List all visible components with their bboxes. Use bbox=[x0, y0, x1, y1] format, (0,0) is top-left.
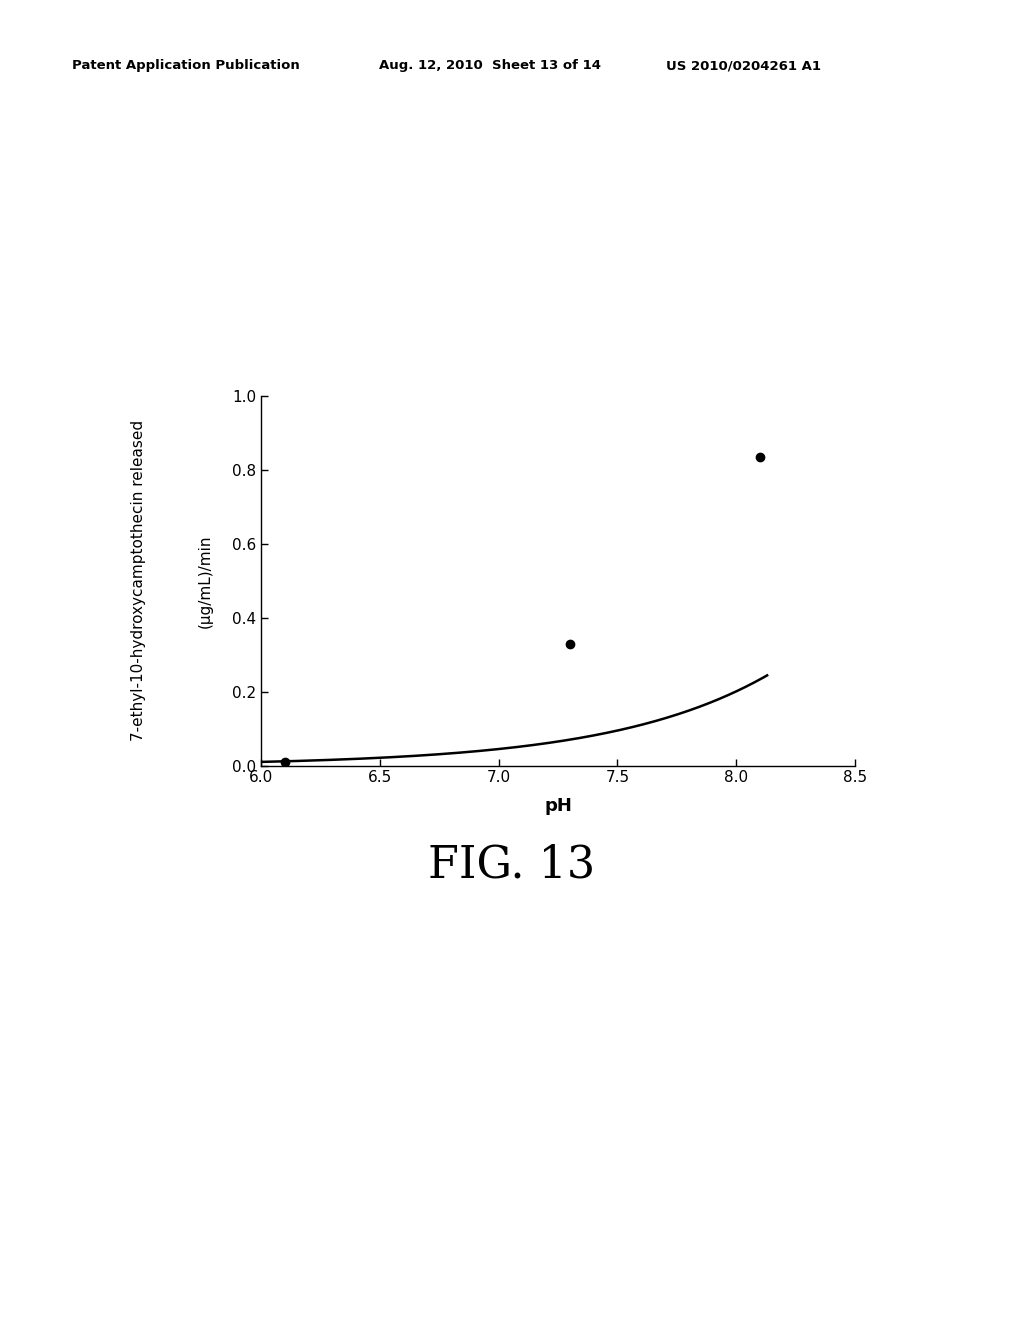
Text: 7-ethyl-10-hydroxycamptothecin released: 7-ethyl-10-hydroxycamptothecin released bbox=[131, 420, 145, 742]
Text: Aug. 12, 2010  Sheet 13 of 14: Aug. 12, 2010 Sheet 13 of 14 bbox=[379, 59, 601, 73]
Text: US 2010/0204261 A1: US 2010/0204261 A1 bbox=[666, 59, 820, 73]
Text: Patent Application Publication: Patent Application Publication bbox=[72, 59, 299, 73]
Text: FIG. 13: FIG. 13 bbox=[428, 843, 596, 886]
X-axis label: pH: pH bbox=[544, 796, 572, 814]
Text: (μg/mL)/min: (μg/mL)/min bbox=[198, 535, 212, 627]
